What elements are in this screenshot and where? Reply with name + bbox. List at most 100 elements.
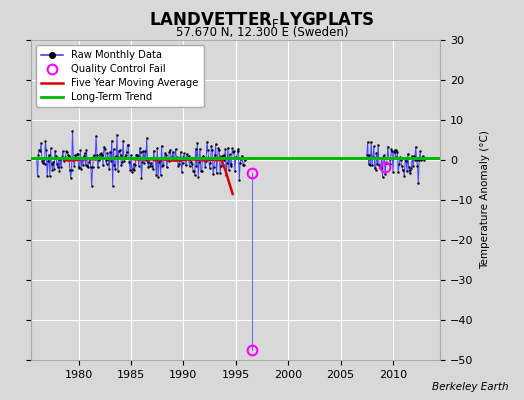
Point <box>221 146 230 152</box>
Point <box>144 158 152 165</box>
Point <box>372 166 380 173</box>
Point <box>165 148 173 155</box>
Point <box>199 154 207 160</box>
Point <box>217 153 226 159</box>
Point <box>50 166 58 172</box>
Point <box>372 150 380 156</box>
Point <box>102 156 110 163</box>
Point <box>114 168 122 174</box>
Point <box>93 152 101 158</box>
Point <box>203 139 211 145</box>
Point <box>123 142 132 148</box>
Point <box>399 167 408 173</box>
Point <box>78 155 86 161</box>
Point <box>157 172 165 178</box>
Point <box>101 146 109 152</box>
Point <box>234 146 243 152</box>
Point <box>58 154 66 160</box>
Point <box>135 163 143 169</box>
Point <box>381 171 389 178</box>
Point <box>129 161 138 167</box>
Point <box>373 161 381 168</box>
Point <box>81 150 89 156</box>
Point <box>108 183 117 189</box>
Point <box>57 164 66 170</box>
Point <box>191 146 200 152</box>
Point <box>415 157 423 163</box>
Point <box>379 154 388 160</box>
Point <box>411 157 419 163</box>
Point <box>241 157 249 163</box>
Point <box>111 165 119 172</box>
Point <box>122 152 130 158</box>
Point <box>393 149 401 156</box>
Point <box>154 174 162 180</box>
Y-axis label: Temperature Anomaly (°C): Temperature Anomaly (°C) <box>481 130 490 270</box>
Point <box>160 155 168 162</box>
Point <box>44 158 52 164</box>
Point <box>82 146 91 153</box>
Point <box>205 164 214 171</box>
Point <box>63 149 71 156</box>
Point <box>74 165 83 171</box>
Point <box>54 156 63 162</box>
Point <box>199 152 208 159</box>
Point <box>200 156 209 163</box>
Point <box>385 155 393 162</box>
Point <box>127 152 135 158</box>
Point <box>132 152 140 158</box>
Point <box>396 154 404 160</box>
Point <box>168 154 176 160</box>
Point <box>81 162 90 168</box>
Point <box>162 164 171 170</box>
Point <box>174 162 182 169</box>
Point <box>146 163 155 169</box>
Point <box>230 148 238 154</box>
Point <box>77 166 85 172</box>
Point <box>412 157 421 163</box>
Point <box>387 146 396 152</box>
Point <box>149 166 157 172</box>
Point <box>90 152 99 159</box>
Point <box>86 156 94 162</box>
Point <box>418 156 426 162</box>
Point <box>136 145 144 152</box>
Point <box>392 147 401 154</box>
Point <box>170 157 178 163</box>
Point <box>144 164 152 171</box>
Point <box>158 163 167 169</box>
Point <box>179 153 188 160</box>
Point <box>413 162 422 169</box>
Point <box>69 156 78 162</box>
Point <box>204 156 213 162</box>
Point <box>193 140 202 146</box>
Point <box>98 152 106 158</box>
Point <box>85 159 93 165</box>
Point <box>397 157 405 164</box>
Point <box>182 162 190 168</box>
Point <box>102 160 111 167</box>
Point <box>410 153 418 159</box>
Point <box>227 161 236 168</box>
Point <box>377 155 386 161</box>
Point <box>390 149 398 156</box>
Point <box>167 156 176 163</box>
Point <box>383 160 391 166</box>
Point <box>196 146 204 152</box>
Point <box>39 160 47 166</box>
Point <box>151 155 160 161</box>
Point <box>369 143 378 150</box>
Point <box>238 161 247 168</box>
Point <box>178 160 187 166</box>
Point <box>405 164 413 170</box>
Point <box>211 152 219 158</box>
Point <box>406 170 414 176</box>
Point <box>130 167 139 174</box>
Point <box>159 162 168 168</box>
Point <box>153 145 161 151</box>
Point <box>376 164 384 171</box>
Point <box>55 168 63 174</box>
Point <box>419 157 428 163</box>
Point <box>104 156 113 163</box>
Point <box>214 145 223 152</box>
